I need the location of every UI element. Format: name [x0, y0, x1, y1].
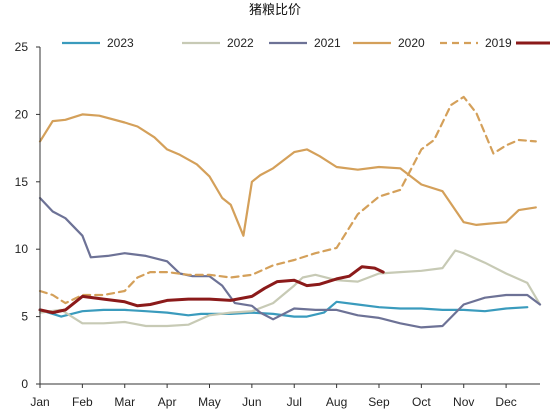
x-tick-label: Jul	[287, 395, 302, 409]
x-tick-label: Jun	[242, 395, 261, 409]
y-tick-label: 15	[15, 175, 29, 189]
x-tick-label: Sep	[368, 395, 390, 409]
y-tick-label: 25	[15, 40, 29, 54]
series-line-2022	[38, 249, 542, 328]
series-line-2023	[38, 300, 529, 318]
x-tick-label: Jan	[30, 395, 49, 409]
series-line-2020	[38, 113, 537, 237]
axes-layer: 0 5 10 15 20 25 Jan Feb Mar Apr May Jun Jul Aug Sep Oct…	[15, 40, 540, 409]
x-tick-label: May	[198, 395, 221, 409]
legend-label-2020: 2020	[398, 36, 425, 50]
y-tick-label: 0	[21, 377, 28, 391]
y-tick-label: 10	[15, 242, 29, 256]
x-tick-label: Apr	[158, 395, 177, 409]
legend-label-2019: 2019	[485, 36, 512, 50]
x-tick-label: Dec	[495, 395, 516, 409]
x-tick-label: Feb	[72, 395, 93, 409]
x-tick-label: Aug	[326, 395, 347, 409]
legend-label-2022: 2022	[227, 36, 254, 50]
series-line-2019	[38, 95, 537, 305]
x-tick-label: Oct	[412, 395, 431, 409]
y-tick-label: 20	[15, 107, 29, 121]
x-tick-label: Nov	[453, 395, 474, 409]
chart-title: 猪粮比价	[249, 2, 301, 17]
series-line-2021	[38, 196, 542, 329]
y-tick-label: 5	[21, 310, 28, 324]
x-tick-label: Mar	[114, 395, 135, 409]
legend-label-2021: 2021	[314, 36, 341, 50]
series-line-2024	[38, 265, 385, 315]
series-layer	[38, 95, 542, 329]
legend-label-2023: 2023	[107, 36, 134, 50]
legend: 202320222021202020192024	[62, 36, 550, 50]
